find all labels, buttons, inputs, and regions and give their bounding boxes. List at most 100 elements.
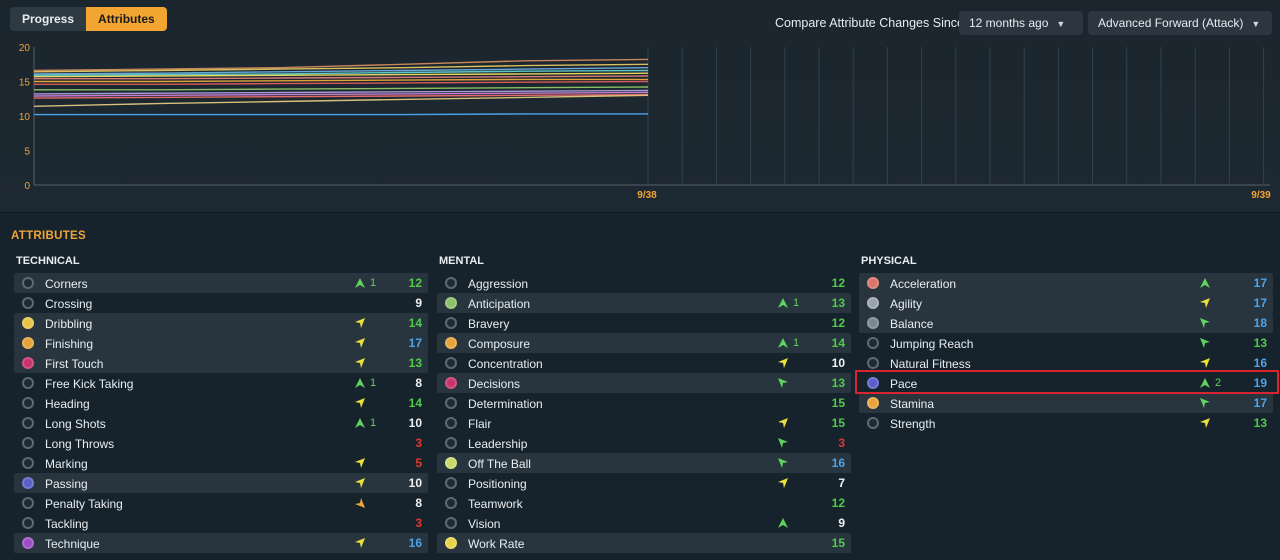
attribute-row[interactable]: Marking 5 <box>14 453 428 473</box>
attribute-row[interactable]: Heading 14 <box>14 393 428 413</box>
series-line <box>33 58 649 72</box>
attribute-change: 1 <box>370 377 377 389</box>
trend-arrow-icon <box>778 378 788 388</box>
attribute-row[interactable]: Penalty Taking 8 <box>14 493 428 513</box>
role-key-icon <box>22 457 34 469</box>
role-key-icon <box>867 337 879 349</box>
attribute-row[interactable]: Concentration 10 <box>437 353 851 373</box>
trend-arrow-icon <box>355 498 365 508</box>
attribute-name: Vision <box>468 517 501 531</box>
view-tabs: Progress Attributes <box>10 7 167 31</box>
attribute-row[interactable]: Passing 10 <box>14 473 428 493</box>
series-line <box>34 80 649 85</box>
attribute-value: 14 <box>408 316 422 330</box>
role-value: Advanced Forward (Attack) <box>1098 16 1244 30</box>
trend-arrow-icon <box>355 378 365 388</box>
attribute-value: 16 <box>831 456 845 470</box>
attribute-value: 3 <box>415 436 422 450</box>
attribute-row[interactable]: Vision 9 <box>437 513 851 533</box>
attribute-row[interactable]: Work Rate 15 <box>437 533 851 553</box>
attribute-row[interactable]: Finishing 17 <box>14 333 428 353</box>
attribute-value: 14 <box>831 336 845 350</box>
attribute-row[interactable]: Corners 1 12 <box>14 273 428 293</box>
role-key-icon <box>22 517 34 529</box>
attribute-value: 13 <box>1253 416 1267 430</box>
attribute-name: Leadership <box>468 437 528 451</box>
attribute-row[interactable]: Bravery 12 <box>437 313 851 333</box>
attribute-row[interactable]: Agility 17 <box>859 293 1273 313</box>
compare-label: Compare Attribute Changes Since <box>775 16 964 30</box>
attribute-value: 8 <box>415 496 422 510</box>
role-key-icon <box>445 417 457 429</box>
attribute-row[interactable]: Determination 15 <box>437 393 851 413</box>
attribute-row[interactable]: Off The Ball 16 <box>437 453 851 473</box>
role-key-icon <box>445 377 457 389</box>
attribute-row[interactable]: Aggression 12 <box>437 273 851 293</box>
series-line <box>34 75 649 80</box>
attribute-name: Teamwork <box>468 497 523 511</box>
attribute-row[interactable]: Anticipation 1 13 <box>437 293 851 313</box>
attribute-value: 5 <box>415 456 422 470</box>
role-key-icon <box>867 377 879 389</box>
attribute-name: Marking <box>45 457 88 471</box>
series-line <box>33 93 649 99</box>
role-key-icon <box>22 297 34 309</box>
attribute-row[interactable]: Dribbling 14 <box>14 313 428 333</box>
attribute-name: Off The Ball <box>468 457 531 471</box>
compare-period-dropdown[interactable]: 12 months ago ▼ <box>959 11 1083 35</box>
attribute-row[interactable]: Pace 2 19 <box>859 373 1273 393</box>
attribute-name: Composure <box>468 337 531 351</box>
attribute-name: Balance <box>890 317 934 331</box>
attribute-row[interactable]: First Touch 13 <box>14 353 428 373</box>
role-dropdown[interactable]: Advanced Forward (Attack) ▼ <box>1088 11 1272 35</box>
attribute-row[interactable]: Stamina 17 <box>859 393 1273 413</box>
attribute-row[interactable]: Long Shots 1 10 <box>14 413 428 433</box>
attribute-value: 13 <box>408 356 422 370</box>
trend-arrow-icon <box>778 438 788 448</box>
column-title: MENTAL <box>439 255 485 267</box>
attribute-value: 13 <box>1253 336 1267 350</box>
role-key-icon <box>445 317 457 329</box>
attribute-row[interactable]: Balance 18 <box>859 313 1273 333</box>
role-key-icon <box>22 277 34 289</box>
role-key-icon <box>867 317 879 329</box>
trend-arrow-icon <box>778 358 788 368</box>
role-key-icon <box>445 437 457 449</box>
attribute-value: 17 <box>408 336 422 350</box>
role-key-icon <box>445 517 457 529</box>
attribute-row[interactable]: Technique 16 <box>14 533 428 553</box>
attribute-row[interactable]: Crossing 9 <box>14 293 428 313</box>
role-key-icon <box>445 497 457 509</box>
attribute-value: 15 <box>831 536 845 550</box>
role-key-icon <box>22 537 34 549</box>
attribute-row[interactable]: Strength 13 <box>859 413 1273 433</box>
attribute-row[interactable]: Free Kick Taking 1 8 <box>14 373 428 393</box>
attribute-row[interactable]: Flair 15 <box>437 413 851 433</box>
role-key-icon <box>445 297 457 309</box>
y-tick-label: 10 <box>19 112 31 123</box>
attribute-row[interactable]: Composure 1 14 <box>437 333 851 353</box>
attribute-row[interactable]: Leadership 3 <box>437 433 851 453</box>
attribute-change: 1 <box>793 337 800 349</box>
attribute-row[interactable]: Teamwork 12 <box>437 493 851 513</box>
attribute-name: Flair <box>468 417 492 431</box>
attribute-row[interactable]: Acceleration 17 <box>859 273 1273 293</box>
attribute-row[interactable]: Jumping Reach 13 <box>859 333 1273 353</box>
trend-arrow-icon <box>778 478 788 488</box>
tab-attributes[interactable]: Attributes <box>86 7 167 31</box>
attribute-value: 16 <box>1253 356 1267 370</box>
attribute-row[interactable]: Decisions 13 <box>437 373 851 393</box>
attribute-row[interactable]: Tackling 3 <box>14 513 428 533</box>
tab-progress[interactable]: Progress <box>10 7 87 31</box>
series-line <box>33 89 649 95</box>
attribute-value: 12 <box>831 276 845 290</box>
technical-column: TECHNICAL Corners 1 12 Crossing 9 Dribbling 14… <box>14 255 428 553</box>
y-tick-label: 5 <box>24 147 30 158</box>
attribute-name: Agility <box>890 297 923 311</box>
attribute-row[interactable]: Natural Fitness 16 <box>859 353 1273 373</box>
attribute-change: 1 <box>793 297 800 309</box>
attribute-row[interactable]: Long Throws 3 <box>14 433 428 453</box>
trend-arrow-icon <box>1200 298 1210 308</box>
x-tick-label: 9/39 <box>1251 190 1271 201</box>
attribute-row[interactable]: Positioning 7 <box>437 473 851 493</box>
